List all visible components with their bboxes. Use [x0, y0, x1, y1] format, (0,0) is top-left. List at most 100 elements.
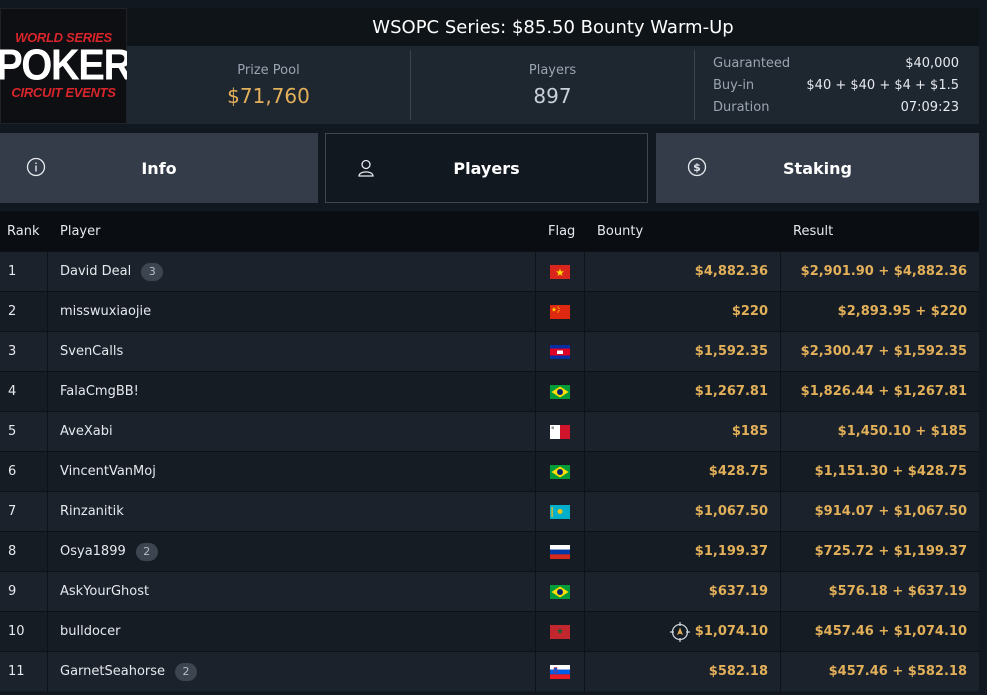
player-cell: GarnetSeahorse 2 [48, 652, 536, 691]
player-cell: Osya1899 2 [48, 532, 536, 571]
bounty-cell: $1,199.37 [585, 532, 781, 571]
player-name[interactable]: AskYourGhost [60, 584, 150, 599]
col-result-header[interactable]: Result [793, 223, 834, 239]
result-cell: $1,450.10 + $185 [837, 424, 967, 439]
tournament-details: Guaranteed $40,000 Buy-in $40 + $40 + $4… [695, 46, 979, 124]
table-row[interactable]: 11 GarnetSeahorse 2 $582.18 $457.46 + $582.1… [0, 651, 979, 691]
rank-cell: 4 [0, 372, 48, 411]
result-cell: $457.46 + $582.18 [828, 664, 967, 679]
flag-cell [536, 452, 585, 491]
flag-cell [536, 372, 585, 411]
bounty-value: $185 [731, 424, 768, 439]
players-stat: Players 897 [411, 50, 695, 120]
bounty-cell: $1,267.81 [585, 372, 781, 411]
bounty-value: $1,267.81 [694, 384, 768, 399]
table-row[interactable]: 7 Rinzanitik $1,067.50 $914.07 + $1,067.50 [0, 491, 979, 531]
morocco-flag-icon [550, 624, 570, 639]
tab-staking[interactable]: $ Staking [656, 133, 979, 203]
col-rank-header[interactable]: Rank [7, 223, 40, 239]
tab-players[interactable]: Players [325, 133, 648, 203]
table-row[interactable]: 9 AskYourGhost $637.19 $576.18 + $637.19 [0, 571, 979, 611]
bounty-value: $582.18 [708, 664, 768, 679]
col-flag-header[interactable]: Flag [548, 223, 576, 239]
player-name[interactable]: Osya1899 [60, 544, 126, 559]
brazil-flag-icon [550, 584, 570, 599]
prize-pool-value: $71,760 [227, 83, 310, 108]
player-name[interactable]: FalaCmgBB! [60, 384, 139, 399]
rank-cell: 7 [0, 492, 48, 531]
player-name[interactable]: GarnetSeahorse [60, 664, 166, 679]
table-row[interactable]: 3 SvenCalls $1,592.35 $2,300.47 + $1,592.35 [0, 331, 979, 371]
brazil-flag-icon [550, 464, 570, 479]
rank-cell: 11 [0, 652, 48, 691]
table-row[interactable]: 5 AveXabi $185 $1,450.10 + $185 [0, 411, 979, 451]
buyin-row: Buy-in $40 + $40 + $4 + $1.5 [713, 77, 959, 93]
target-icon [669, 621, 690, 642]
bounty-cell: $1,074.10 [585, 612, 781, 651]
tab-bar: Info Players $ Staking [0, 133, 987, 203]
china-flag-icon [550, 304, 570, 319]
rank-cell: 6 [0, 452, 48, 491]
flag-cell [536, 412, 585, 451]
table-row[interactable]: 2 misswuxiaojie $220 $2,893.95 + $220 [0, 291, 979, 331]
table-row[interactable]: 4 FalaCmgBB! $1,267.81 $1,826.44 + $1,267.8… [0, 371, 979, 411]
result-cell: $457.46 + $1,074.10 [814, 624, 967, 639]
rank-cell: 2 [0, 292, 48, 331]
player-name[interactable]: VincentVanMoj [60, 464, 156, 479]
bounty-cell: $428.75 [585, 452, 781, 491]
russia-flag-icon [550, 544, 570, 559]
col-bounty-header[interactable]: Bounty [597, 223, 644, 239]
players-table: Rank Player Flag Bounty Result 1 David De… [0, 211, 979, 691]
player-cell: SvenCalls [48, 332, 536, 371]
flag-cell [536, 492, 585, 531]
wsop-circuit-logo: WORLD SERIES POKER CIRCUIT EVENTS [0, 8, 132, 124]
player-name[interactable]: SvenCalls [60, 344, 124, 359]
tab-info[interactable]: Info [0, 133, 318, 203]
bounty-cell: $220 [585, 292, 781, 331]
bounty-value: $220 [731, 304, 768, 319]
rank-cell: 3 [0, 332, 48, 371]
player-cell: VincentVanMoj [48, 452, 536, 491]
dollar-icon: $ [687, 157, 707, 177]
result-cell: $1,151.30 + $428.75 [814, 464, 967, 479]
players-count: 897 [533, 83, 572, 108]
rank-cell: 9 [0, 572, 48, 611]
player-name[interactable]: bulldocer [60, 624, 121, 639]
player-badge: 2 [175, 662, 198, 681]
table-row[interactable]: 10 bulldocer $1,074.10 $457.46 + $1,074.10 [0, 611, 979, 651]
tournament-title: WSOPC Series: $85.50 Bounty Warm-Up [127, 8, 979, 46]
result-cell: $2,300.47 + $1,592.35 [800, 344, 967, 359]
cambodia-flag-icon [550, 344, 570, 359]
duration-row: Duration 07:09:23 [713, 99, 959, 115]
flag-cell [536, 612, 585, 651]
result-cell: $914.07 + $1,067.50 [814, 504, 967, 519]
player-name[interactable]: David Deal [60, 264, 132, 279]
player-cell: David Deal 3 [48, 252, 536, 291]
col-player-header[interactable]: Player [60, 223, 101, 239]
table-row[interactable]: 6 VincentVanMoj $428.75 $1,151.30 + $428.75 [0, 451, 979, 491]
result-cell: $576.18 + $637.19 [828, 584, 967, 599]
guaranteed-value: $40,000 [905, 55, 959, 71]
brazil-flag-icon [550, 384, 570, 399]
rank-cell: 10 [0, 612, 48, 651]
prize-pool-label: Prize Pool [237, 62, 300, 78]
players-label: Players [528, 62, 577, 78]
player-cell: FalaCmgBB! [48, 372, 536, 411]
svg-text:$: $ [693, 161, 701, 174]
player-cell: bulldocer [48, 612, 536, 651]
table-header: Rank Player Flag Bounty Result [0, 211, 979, 251]
player-name[interactable]: Rinzanitik [60, 504, 124, 519]
flag-cell [536, 252, 585, 291]
table-row[interactable]: 8 Osya1899 2 $1,199.37 $725.72 + $1,199.37 [0, 531, 979, 571]
table-body: 1 David Deal 3 $4,882.36 $2,901.90 + $4,882.… [0, 251, 979, 691]
bounty-cell: $4,882.36 [585, 252, 781, 291]
result-cell: $725.72 + $1,199.37 [814, 544, 967, 559]
kazakhstan-flag-icon [550, 504, 570, 519]
flag-cell [536, 572, 585, 611]
player-badge: 3 [141, 262, 164, 281]
player-name[interactable]: AveXabi [60, 424, 113, 439]
bounty-value: $1,074.10 [694, 624, 768, 639]
player-name[interactable]: misswuxiaojie [60, 304, 152, 319]
flag-cell [536, 292, 585, 331]
table-row[interactable]: 1 David Deal 3 $4,882.36 $2,901.90 + $4,882.… [0, 251, 979, 291]
